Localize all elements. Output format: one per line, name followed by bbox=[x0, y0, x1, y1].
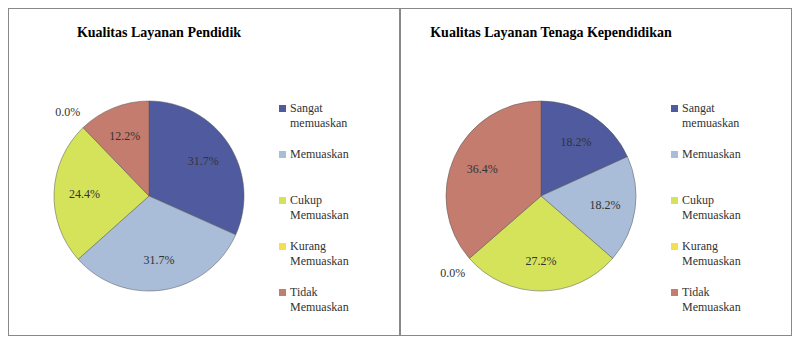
html-text:Cukup Memuaskan: Cukup Memuaskan bbox=[290, 193, 349, 222]
svg-text:0.0%: 0.0% bbox=[440, 266, 465, 280]
html-text:Tidak Memuaskan: Tidak Memuaskan bbox=[290, 285, 349, 314]
svg-text:27.2%: 27.2% bbox=[526, 254, 557, 268]
svg-text:24.4%: 24.4% bbox=[69, 187, 100, 201]
html-text:Sangat memuaskan: Sangat memuaskan bbox=[290, 101, 348, 130]
svg-text:31.7%: 31.7% bbox=[188, 154, 219, 168]
svg-text:12.2%: 12.2% bbox=[109, 129, 140, 143]
svg-text:31.7%: 31.7% bbox=[143, 253, 174, 267]
svg-text:18.2%: 18.2% bbox=[560, 135, 591, 149]
html-text:Memuaskan: Memuaskan bbox=[290, 147, 349, 161]
svg-text:18.2%: 18.2% bbox=[589, 198, 620, 212]
html-text:Kualitas Layanan Tenaga Kepend: Kualitas Layanan Tenaga Kependidikan bbox=[430, 25, 672, 40]
html-text:Sangat memuaskan: Sangat memuaskan bbox=[682, 101, 740, 130]
html-text:Tidak Memuaskan: Tidak Memuaskan bbox=[682, 285, 741, 314]
html-text:Memuaskan: Memuaskan bbox=[682, 147, 741, 161]
html-text:Kurang Memuaskan: Kurang Memuaskan bbox=[290, 239, 349, 268]
svg-text:36.4%: 36.4% bbox=[467, 162, 498, 176]
html-text:Kurang Memuaskan: Kurang Memuaskan bbox=[682, 239, 741, 268]
html-text:Cukup Memuaskan: Cukup Memuaskan bbox=[682, 193, 741, 222]
svg-text:0.0%: 0.0% bbox=[55, 105, 80, 119]
html-text:Kualitas Layanan Pendidik: Kualitas Layanan Pendidik bbox=[76, 25, 242, 40]
